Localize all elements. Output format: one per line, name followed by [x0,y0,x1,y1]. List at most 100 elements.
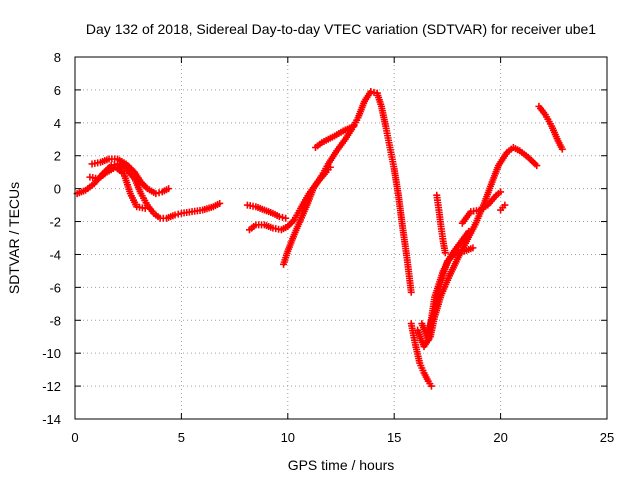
data-marker-run [75,187,88,197]
data-marker-run [470,207,480,215]
grid-lines [75,57,607,419]
data-marker-run [496,150,510,168]
data-marker-run [97,170,109,181]
y-tick-label: -8 [49,313,61,328]
data-marker-run [271,210,281,220]
data-marker-run [152,211,162,221]
data-point [497,188,505,196]
data-point [558,145,566,153]
data-marker-run [263,222,275,231]
data-marker-run [180,208,193,217]
data-marker-run [138,192,150,207]
y-tick-label: -4 [49,247,61,262]
data-point [216,199,224,207]
data-marker-run [124,162,137,175]
data-point [469,244,477,252]
y-tick-label: 2 [54,149,61,164]
x-tick-label: 10 [281,430,295,445]
series-track-6 [280,88,381,268]
data-marker-run [526,155,539,168]
data-points [73,88,566,390]
series-track-15 [497,201,509,214]
data-marker-run [116,156,128,167]
data-marker-run [549,124,561,143]
y-tick-label: 0 [54,182,61,197]
data-marker-run [449,241,463,257]
data-marker-run [421,371,431,383]
data-marker-run [343,127,354,141]
data-marker-run [370,88,378,96]
data-point [465,227,473,235]
data-marker-run [537,104,548,117]
data-marker-run [463,245,475,254]
data-marker-run [446,256,461,278]
data-marker-run [399,226,411,259]
data-marker-run [99,156,111,165]
series-track-2 [88,155,173,198]
data-marker-run [131,177,144,195]
data-marker-run [435,208,445,228]
data-marker-run [263,207,275,216]
x-tick-label: 20 [493,430,507,445]
y-tick-label: -2 [49,215,61,230]
series-track-11 [433,191,449,257]
data-marker-run [440,240,449,255]
data-marker-run [319,162,331,177]
data-marker-run [298,192,312,210]
data-marker-run [314,140,324,150]
data-marker-run [124,167,137,181]
data-marker-run [486,193,499,207]
data-marker-run [437,225,447,243]
data-point [165,185,173,193]
y-tick-label: 6 [54,83,61,98]
data-marker-run [505,145,515,155]
data-marker-run [278,213,286,221]
data-marker-run [477,202,490,213]
data-marker-run [311,173,325,191]
data-point [171,211,179,219]
data-marker-run [211,201,222,210]
series-track-13 [418,227,473,344]
data-point [367,88,375,96]
data-marker-run [460,210,473,225]
data-point [141,204,149,212]
data-marker-run [433,194,443,212]
series-track-9 [407,320,435,390]
data-point [152,190,160,198]
data-marker-run [378,105,389,128]
data-marker-run [425,295,438,342]
data-marker-run [84,181,96,193]
data-marker-run [255,221,266,229]
data-marker-run [136,203,146,212]
data-marker-run [165,212,177,221]
data-marker-run [246,202,257,210]
series-track-16 [535,102,566,153]
x-tick-label: 25 [600,430,614,445]
data-point [533,162,541,170]
series-track-4 [243,201,290,222]
data-marker-run [191,206,204,215]
data-marker-run [145,186,158,196]
data-marker-run [325,149,340,166]
y-tick-label: -12 [42,379,61,394]
data-marker-run [543,113,554,128]
data-marker-run [291,207,303,222]
series-track-3 [86,163,149,212]
series-track-1 [73,160,224,222]
series-track-7 [311,122,358,151]
data-marker-run [89,174,100,182]
data-marker-run [403,256,415,294]
data-marker-run [333,128,345,139]
data-point [427,382,435,390]
data-marker-run [291,218,304,237]
data-marker-run [391,167,402,197]
data-marker-run [155,189,163,197]
data-marker-run [114,165,126,176]
series-track-14 [458,188,505,227]
data-marker-run [91,159,102,167]
chart-title: Day 132 of 2018, Sidereal Day-to-day VTE… [86,21,596,37]
data-point [501,201,509,209]
data-marker-run [254,204,266,213]
data-marker-run [174,210,182,218]
